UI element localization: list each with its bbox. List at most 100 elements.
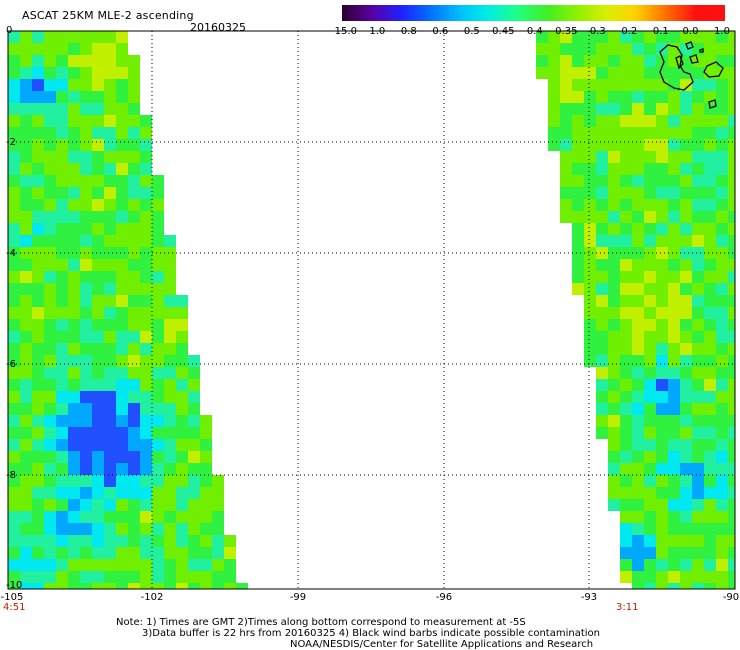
swath-cell [680,535,692,547]
swath-cell [56,415,68,427]
island-outline [708,99,717,109]
swath-cell [8,271,20,283]
swath-cell [620,439,632,451]
swath-cell [68,307,80,319]
footer-credit: NOAA/NESDIS/Center for Satellite Applica… [290,639,594,650]
swath-cell [68,31,80,43]
swath-cell [152,583,164,589]
swath-cell [632,199,644,211]
swath-cell [128,91,140,103]
swath-cell [56,583,68,589]
swath-cell [20,139,32,151]
swath-cell [716,103,728,115]
lon-label-102w: -102 [140,592,164,603]
swath-cell [560,127,572,139]
swath-cell [692,139,704,151]
swath-cell [8,403,20,415]
swath-cell [560,31,572,43]
swath-cell [656,283,668,295]
swath-cell [668,535,680,547]
colorbar-segment [518,5,549,21]
swath-cell [608,415,620,427]
swath-cell [728,175,735,187]
swath-cell [152,403,164,415]
swath-cell [68,235,80,247]
swath-cell [632,475,644,487]
swath-cell [620,187,632,199]
swath-cell [560,175,572,187]
swath-cell [152,499,164,511]
swath-cell [32,487,44,499]
colorbar-tick-label: -1.0 [365,26,386,37]
swath-cell [104,79,116,91]
swath-cell [104,91,116,103]
swath-cell [644,463,656,475]
swath-cell [20,523,32,535]
swath-cell [668,91,680,103]
swath-cell [92,31,104,43]
swath-cell [104,355,116,367]
swath-cell [140,211,152,223]
swath-cell [596,355,608,367]
swath-cell [188,391,200,403]
swath-cell [692,271,704,283]
swath-cell [44,427,56,439]
swath-cell [716,331,728,343]
swath-cell [44,379,56,391]
swath-cell [656,355,668,367]
swath-cell [152,259,164,271]
swath-cell [128,151,140,163]
swath-cell [80,235,92,247]
swath-cell [680,271,692,283]
swath-cell [704,391,716,403]
swath-cell [584,199,596,211]
swath-cell [56,319,68,331]
swath-cell [704,559,716,571]
swath-cell [140,487,152,499]
swath-cell [20,511,32,523]
swath-cell [572,199,584,211]
swath-cell [656,403,668,415]
swath-cell [176,499,188,511]
swath-cell [20,67,32,79]
swath-cell [104,67,116,79]
swath-cell [716,559,728,571]
swath-cell [32,559,44,571]
swath-cell [608,403,620,415]
swath-cell [128,535,140,547]
swath-cell [116,139,128,151]
swath-cell [176,535,188,547]
swath-cell [68,547,80,559]
swath-cell [620,43,632,55]
swath-cell [20,343,32,355]
swath-cell [680,175,692,187]
swath-cell [68,415,80,427]
swath-cell [188,559,200,571]
swath-cell [20,235,32,247]
swath-cell [68,79,80,91]
swath-cell [128,331,140,343]
swath-cell [104,247,116,259]
swath-cell [656,547,668,559]
swath-cell [176,571,188,583]
swath-cell [692,295,704,307]
swath-cell [80,115,92,127]
swath-cell [104,451,116,463]
colorbar-tick-label: -0.35 [551,26,578,37]
swath-cell [536,43,548,55]
swath-cell [632,451,644,463]
swath-cell [152,295,164,307]
swath-cell [728,463,735,475]
swath-cell [668,499,680,511]
swath-cell [692,259,704,271]
swath-cell [668,367,680,379]
swath-cell [104,487,116,499]
swath-cell [680,379,692,391]
swath-cell [632,571,644,583]
colorbar-tick-label: -0.4 [523,26,543,37]
swath-cell [68,271,80,283]
colorbar-segment [488,5,520,21]
swath-cell [656,499,668,511]
swath-cell [596,259,608,271]
swath-cell [584,67,596,79]
